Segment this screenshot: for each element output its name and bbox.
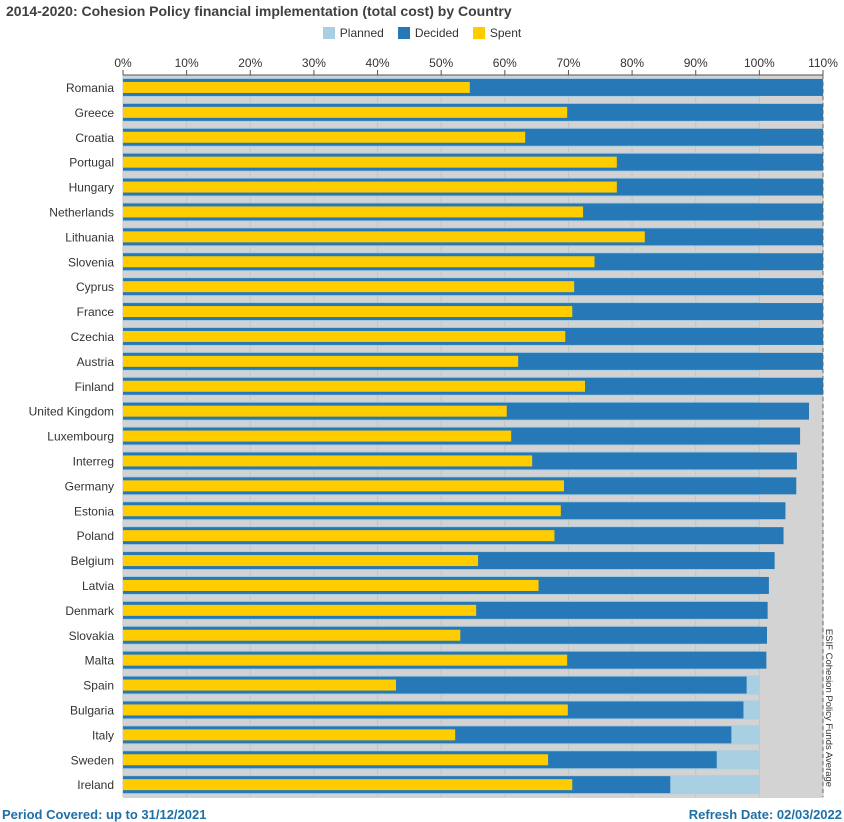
bar-spent[interactable] <box>123 380 585 392</box>
bar-spent[interactable] <box>123 455 533 467</box>
x-tick-label: 0% <box>114 56 132 70</box>
bar-spent[interactable] <box>123 156 617 168</box>
category-label: Cyprus <box>76 280 114 294</box>
x-tick-label: 30% <box>302 56 326 70</box>
bar-spent[interactable] <box>123 430 512 442</box>
bar-spent[interactable] <box>123 306 573 318</box>
bar-spent[interactable] <box>123 231 645 243</box>
bar-spent[interactable] <box>123 505 561 517</box>
legend: Planned Decided Spent <box>0 26 844 40</box>
category-label: Austria <box>77 355 115 369</box>
bar-spent[interactable] <box>123 480 564 492</box>
category-labels: Romania Greece Croatia Portugal Hungary Nethe… <box>29 81 115 792</box>
bar-spent[interactable] <box>123 579 539 591</box>
category-label: Greece <box>75 106 115 120</box>
category-label: Czechia <box>71 330 115 344</box>
legend-swatch-decided <box>397 27 410 39</box>
bar-spent[interactable] <box>123 106 568 118</box>
chart-title: 2014-2020: Cohesion Policy financial imp… <box>6 3 512 19</box>
legend-item-planned[interactable]: Planned <box>322 26 384 40</box>
bar-spent[interactable] <box>123 779 573 791</box>
category-label: Slovakia <box>69 629 115 643</box>
category-label: Malta <box>85 654 115 668</box>
category-label: Bulgaria <box>70 703 114 717</box>
x-tick-label: 10% <box>175 56 199 70</box>
bar-spent[interactable] <box>123 355 519 367</box>
x-tick-label: 40% <box>366 56 390 70</box>
category-label: Croatia <box>75 131 114 145</box>
legend-item-spent[interactable]: Spent <box>472 26 522 40</box>
average-reference-label: ESIF Cohesion Policy Funds Average <box>823 629 834 787</box>
bar-spent[interactable] <box>123 530 555 542</box>
legend-swatch-planned <box>322 27 335 39</box>
category-label: Belgium <box>71 554 114 568</box>
legend-label-planned: Planned <box>339 26 384 40</box>
category-label: Ireland <box>77 778 114 792</box>
category-label: Hungary <box>69 181 114 195</box>
bar-spent[interactable] <box>123 256 595 268</box>
legend-label-spent: Spent <box>489 26 522 40</box>
category-label: Netherlands <box>49 205 114 219</box>
x-tick-label: 110% <box>808 56 838 70</box>
bar-spent[interactable] <box>123 330 566 342</box>
bar-spent[interactable] <box>123 181 617 193</box>
bars <box>123 77 823 795</box>
category-label: Sweden <box>71 753 114 767</box>
x-tick-label: 80% <box>620 56 644 70</box>
category-label: Italy <box>92 728 114 742</box>
x-tick-label: 20% <box>238 56 262 70</box>
x-tick-label: 90% <box>684 56 708 70</box>
bar-spent[interactable] <box>123 81 470 93</box>
category-label: United Kingdom <box>29 405 114 419</box>
bar-spent[interactable] <box>123 754 549 766</box>
category-label: Slovenia <box>68 255 114 269</box>
bar-spent[interactable] <box>123 206 584 218</box>
bar-spent[interactable] <box>123 679 396 691</box>
legend-swatch-spent <box>472 27 485 39</box>
x-tick-label: 50% <box>429 56 453 70</box>
bar-spent[interactable] <box>123 131 526 143</box>
category-label: Luxembourg <box>47 430 114 444</box>
category-label: Denmark <box>65 604 115 618</box>
legend-label-decided: Decided <box>414 26 459 40</box>
x-tick-label: 70% <box>556 56 580 70</box>
period-covered: Period Covered: up to 31/12/2021 <box>2 807 207 822</box>
bar-spent[interactable] <box>123 729 456 741</box>
legend-item-decided[interactable]: Decided <box>397 26 459 40</box>
category-label: Finland <box>75 380 114 394</box>
category-label: France <box>77 305 115 319</box>
category-label: Interreg <box>73 454 114 468</box>
x-axis-ticks: 0% 10% 20% 30% 40% 50% 60% 70% 80% 90% 100% 110% <box>114 56 838 76</box>
category-label: Germany <box>65 479 114 493</box>
bar-spent[interactable] <box>123 281 575 293</box>
bar-spent[interactable] <box>123 555 479 567</box>
bar-spent[interactable] <box>123 604 477 616</box>
category-label: Latvia <box>82 579 114 593</box>
bar-spent[interactable] <box>123 405 507 417</box>
category-label: Poland <box>77 529 114 543</box>
x-tick-label: 100% <box>744 56 775 70</box>
category-label: Spain <box>83 679 114 693</box>
x-tick-label: 60% <box>493 56 517 70</box>
refresh-date: Refresh Date: 02/03/2022 <box>688 807 842 822</box>
bar-spent[interactable] <box>123 704 568 716</box>
bar-spent[interactable] <box>123 629 461 641</box>
category-label: Romania <box>66 81 114 95</box>
category-label: Estonia <box>74 504 114 518</box>
category-label: Portugal <box>69 156 114 170</box>
bar-spent[interactable] <box>123 654 568 666</box>
category-label: Lithuania <box>65 230 114 244</box>
